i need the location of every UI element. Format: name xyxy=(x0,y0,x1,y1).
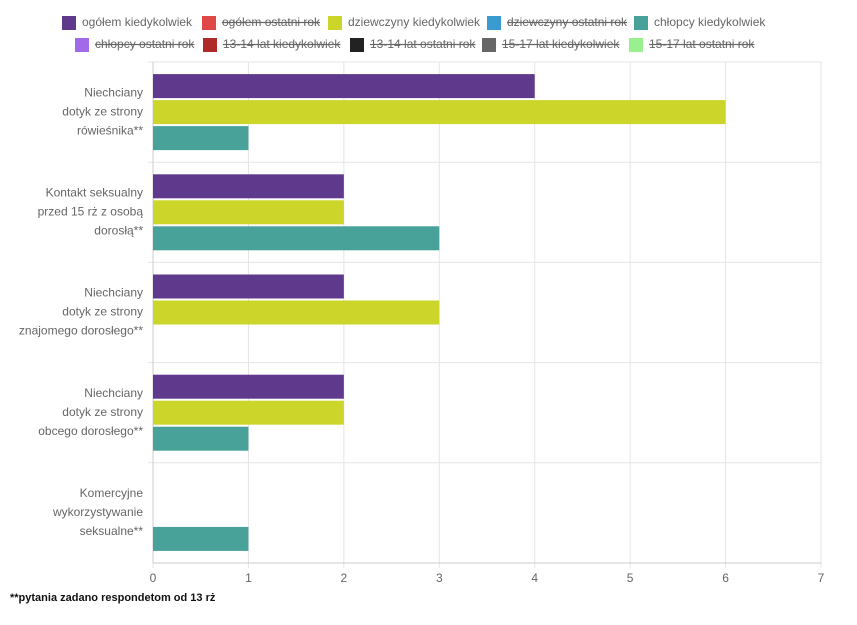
y-tick-label: znajomego dorosłego** xyxy=(19,324,143,338)
bar xyxy=(153,226,440,251)
legend-label[interactable]: 15-17 lat ostatni rok xyxy=(649,37,755,51)
x-tick-label: 3 xyxy=(436,571,443,585)
bar xyxy=(153,400,344,425)
legend-label[interactable]: 13-14 lat kiedykolwiek xyxy=(223,37,341,51)
bar xyxy=(153,100,726,125)
x-tick-label: 1 xyxy=(245,571,252,585)
y-tick-label: dorosłą** xyxy=(94,223,143,237)
y-tick-label: Niechciany xyxy=(84,286,143,300)
legend-swatch[interactable] xyxy=(482,38,496,52)
legend-label[interactable]: 13-14 lat ostatni rok xyxy=(370,37,476,51)
y-tick-label: Komercyjne xyxy=(80,486,144,500)
y-tick-label: obcego dorosłego** xyxy=(38,424,143,438)
bar xyxy=(153,374,344,399)
x-tick-label: 7 xyxy=(818,571,825,585)
y-tick-label: dotyk ze strony xyxy=(62,405,143,419)
footnote: **pytania zadano respondetom od 13 rż xyxy=(10,592,216,604)
bar xyxy=(153,274,344,299)
legend-label[interactable]: chłopcy ostatni rok xyxy=(95,37,195,51)
bar xyxy=(153,74,535,99)
legend-label[interactable]: dziewczyny kiedykolwiek xyxy=(348,15,481,29)
y-tick-label: wykorzystywanie xyxy=(52,505,143,519)
legend-label[interactable]: dziewczyny ostatni rok xyxy=(507,15,628,29)
y-tick-label: rówieśnika** xyxy=(77,123,143,137)
legend-label[interactable]: 15-17 lat kiedykolwiek xyxy=(502,37,620,51)
legend-swatch[interactable] xyxy=(487,16,501,30)
bar xyxy=(153,126,249,151)
bar xyxy=(153,200,344,225)
x-tick-label: 6 xyxy=(722,571,729,585)
y-tick-label: seksualne** xyxy=(80,524,144,538)
y-tick-label: Kontakt seksualny xyxy=(46,185,143,199)
y-tick-label: Niechciany xyxy=(84,85,143,99)
y-tick-label: dotyk ze strony xyxy=(62,305,143,319)
x-tick-label: 5 xyxy=(627,571,634,585)
bar xyxy=(153,174,344,199)
legend-label[interactable]: ogółem kiedykolwiek xyxy=(82,15,193,29)
legend-swatch[interactable] xyxy=(328,16,342,30)
x-tick-label: 4 xyxy=(531,571,538,585)
bar xyxy=(153,426,249,451)
x-tick-label: 2 xyxy=(341,571,348,585)
y-tick-label: przed 15 rż z osobą xyxy=(38,204,144,218)
legend-label[interactable]: ogółem ostatni rok xyxy=(222,15,321,29)
y-tick-label: Niechciany xyxy=(84,386,143,400)
y-tick-label: dotyk ze strony xyxy=(62,104,143,118)
legend-swatch[interactable] xyxy=(62,16,76,30)
bar xyxy=(153,526,249,551)
x-tick-label: 0 xyxy=(150,571,157,585)
legend-swatch[interactable] xyxy=(634,16,648,30)
legend-label[interactable]: chłopcy kiedykolwiek xyxy=(654,15,766,29)
bar xyxy=(153,300,440,325)
legend-swatch[interactable] xyxy=(203,38,217,52)
legend-swatch[interactable] xyxy=(75,38,89,52)
legend-swatch[interactable] xyxy=(629,38,643,52)
legend-swatch[interactable] xyxy=(202,16,216,30)
legend-swatch[interactable] xyxy=(350,38,364,52)
